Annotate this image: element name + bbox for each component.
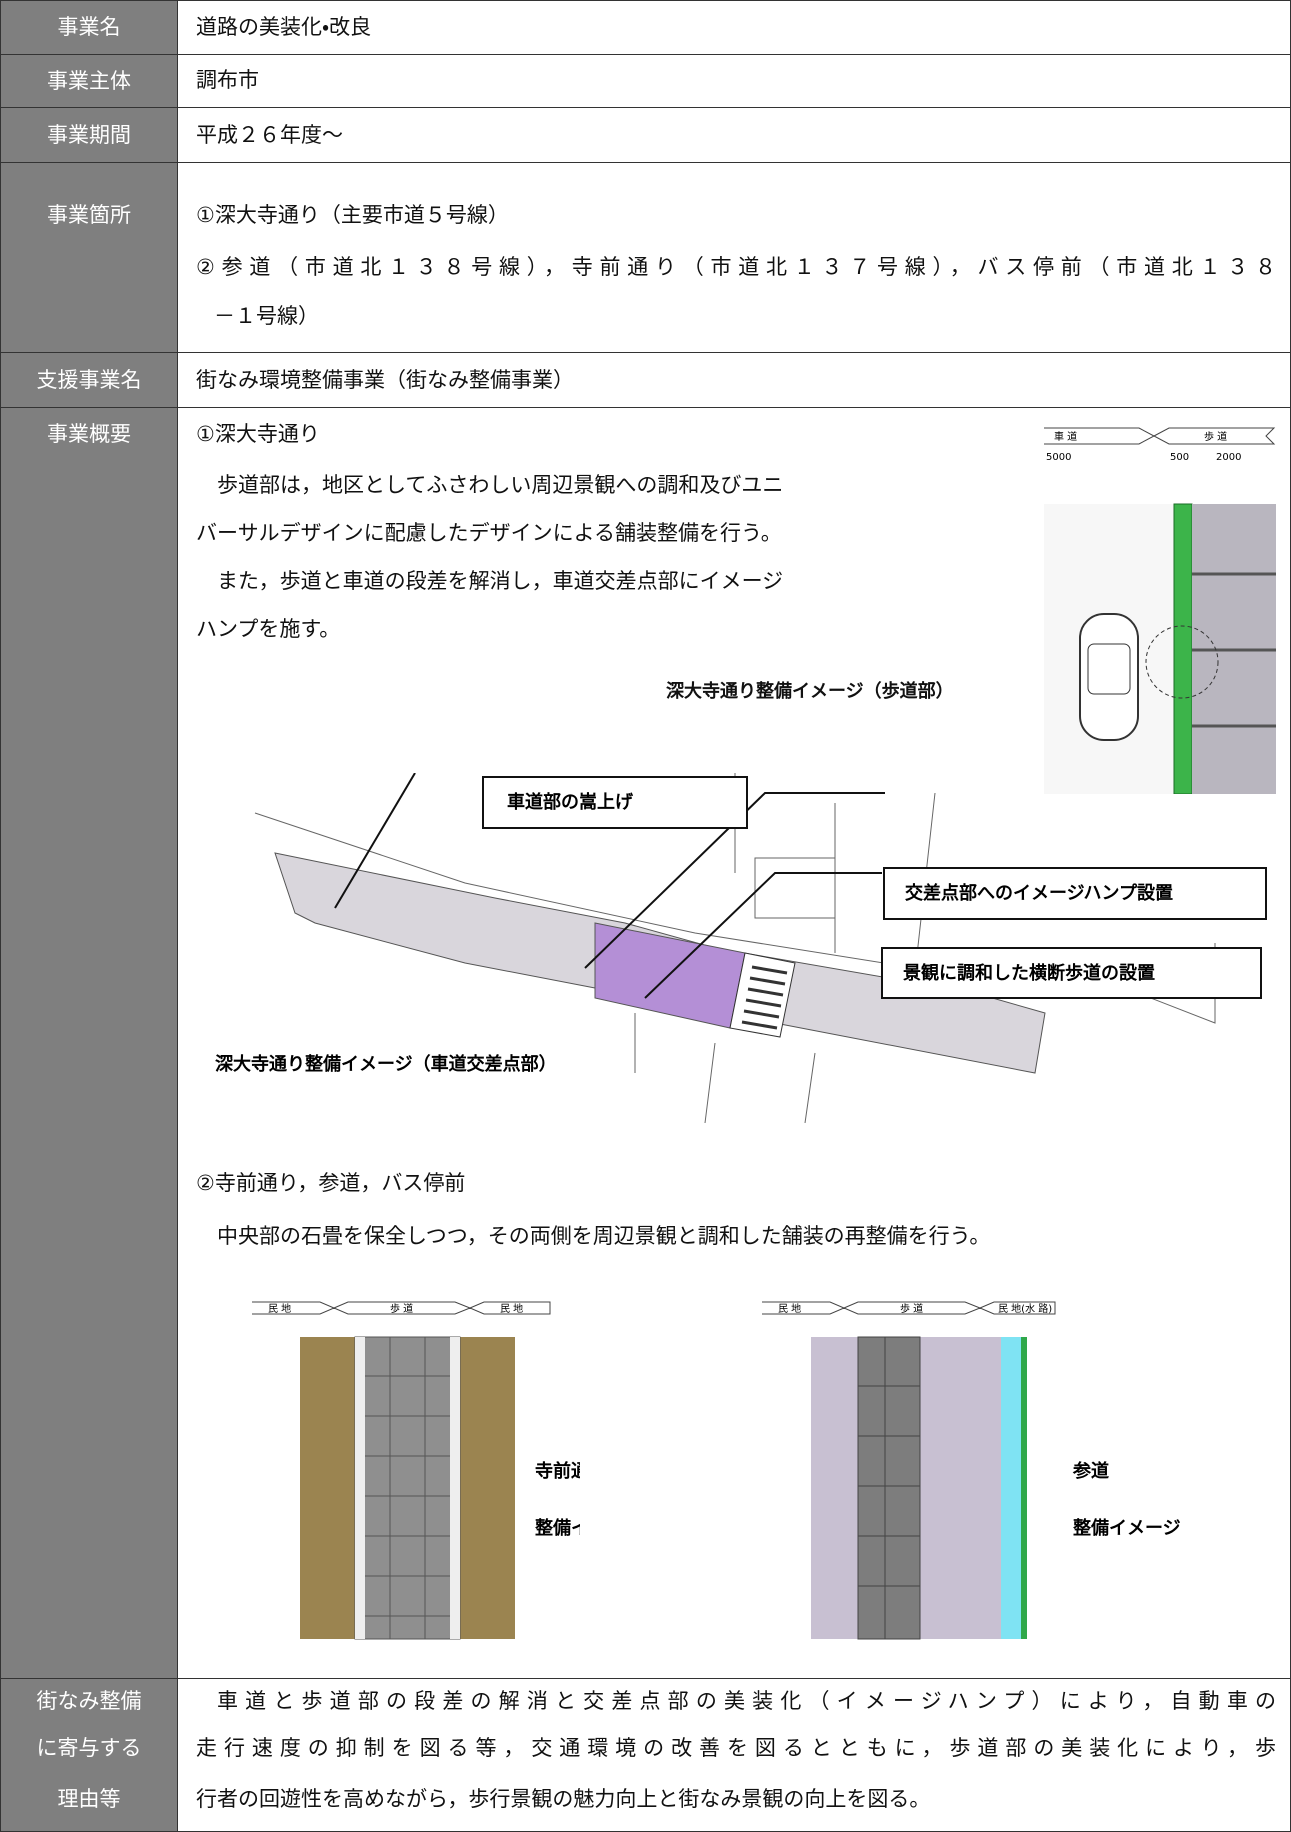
figure-label: 500	[1170, 452, 1189, 463]
label: 街なみ整備	[36, 1689, 142, 1713]
stone-paving	[354, 1336, 461, 1640]
label-cell: 支援事業名	[1, 352, 177, 407]
heading: ②寺前通り，参道，バス停前	[196, 1171, 466, 1195]
stone-joint	[858, 1337, 920, 1639]
heading: ①深大寺通り	[196, 422, 320, 446]
stone-paving	[857, 1336, 921, 1640]
label: 事業主体	[47, 69, 131, 93]
figure-header	[252, 1301, 551, 1315]
label: 理由等	[57, 1787, 121, 1811]
figure-label: 2000	[1216, 452, 1241, 463]
callout-box	[881, 947, 1262, 999]
sando-figure: 民 地 歩 道 民 地(水 路) 参道 整備イメージ	[762, 1301, 1181, 1640]
figure-label: 民 地	[268, 1302, 291, 1315]
label: 支援事業名	[36, 368, 142, 392]
car	[1079, 613, 1139, 741]
figure-label: 5000	[1046, 452, 1071, 463]
figure-label: 歩 道	[1204, 430, 1227, 443]
cell-text: 平成２６年度～	[196, 123, 343, 147]
cell-text: 調布市	[196, 68, 259, 92]
label-cell: 事業主体	[1, 54, 177, 107]
label: 事業概要	[47, 422, 131, 446]
paving-joint	[1192, 572, 1276, 728]
sidewalk-figure: 車 道 歩 道 5000 500 2000	[1044, 427, 1276, 794]
callout: 交差点部へのイメージハンプ設置	[905, 882, 1173, 904]
figure-label: 民 地	[500, 1302, 523, 1315]
cell-text: 行者の回遊性を高めながら，歩行景観の魅力向上と街なみ景観の向上を図る。	[196, 1787, 931, 1811]
caption: 整備イメージ	[535, 1517, 580, 1539]
cell-text: －１号線）	[214, 304, 319, 328]
label: 事業箇所	[47, 203, 131, 227]
paragraph-line: また，歩道と車道の段差を解消し，車道交差点部にイメージ	[217, 569, 784, 593]
cell-text: 街なみ環境整備事業（街なみ整備事業）	[196, 368, 574, 392]
label-cell: 街なみ整備 に寄与する 理由等	[1, 1678, 177, 1832]
leader-line	[644, 872, 882, 999]
figure-header	[762, 1301, 1056, 1315]
callout: 景観に調和した横断歩道の設置	[903, 962, 1155, 984]
crosswalk-stripe	[741, 965, 788, 1030]
edge	[450, 1337, 460, 1639]
border	[0, 0, 1291, 1]
cell-text: 車道と歩道部の段差の解消と交差点部の美装化（イメージハンプ）により，自動車の	[217, 1689, 1276, 1713]
edge	[355, 1337, 365, 1639]
figure-label: 民 地	[778, 1302, 801, 1315]
caption: 参道	[1072, 1460, 1109, 1482]
paragraph-line: 歩道部は，地区としてふさわしい周辺景観への調和及びユニ	[217, 473, 784, 497]
teramae-figure: 民 地 歩 道 民 地 寺前通り 整備イメージ	[252, 1301, 580, 1640]
callout: 車道部の嵩上げ	[507, 791, 634, 813]
car-window	[1087, 643, 1131, 695]
figure-header	[1044, 427, 1276, 445]
border	[0, 352, 1291, 353]
stone-joint	[355, 1337, 460, 1639]
caption: 深大寺通り整備イメージ（歩道部）	[666, 681, 954, 702]
image-hump	[594, 922, 746, 1029]
green-edge	[1021, 1337, 1027, 1639]
caption: 整備イメージ	[1073, 1517, 1181, 1539]
leader-line	[334, 773, 416, 909]
caption: 深大寺通り整備イメージ（車道交差点部）	[215, 1053, 557, 1075]
figure-label: 車 道	[1054, 430, 1077, 443]
border	[0, 1678, 1291, 1679]
water-channel	[1001, 1337, 1021, 1639]
label-cell: 事業期間	[1, 107, 177, 162]
leader-line	[584, 792, 885, 969]
intersection-figure: 車道部の嵩上げ 交差点部へのイメージハンプ設置 景観に調和した横断歩道の設置 深…	[215, 773, 1267, 1123]
border	[0, 54, 1291, 55]
green-strip	[1173, 503, 1193, 794]
paragraph-line: ハンプを施す。	[196, 617, 341, 641]
cell-text: ①深大寺通り（主要市道５号線）	[196, 203, 509, 227]
cell-text: 道路の美装化・改良	[196, 15, 372, 39]
border	[177, 0, 178, 1832]
callout-box	[482, 776, 748, 829]
figure-label: 歩 道	[900, 1302, 923, 1315]
label-cell: 事業概要	[1, 407, 177, 1678]
label-cell: 事業箇所	[1, 162, 177, 352]
border	[0, 0, 1, 1832]
figure-label: 民 地(水 路)	[998, 1302, 1052, 1315]
caption: 寺前通り	[535, 1460, 580, 1482]
cell-text: 走行速度の抑制を図る等，交通環境の改善を図るとともに，歩道部の美装化により，歩	[196, 1736, 1276, 1760]
callout-box	[883, 867, 1267, 920]
border	[0, 407, 1291, 408]
paragraph-line: 中央部の石畳を保全しつつ，その両側を周辺景観と調和した舗装の再整備を行う。	[217, 1224, 991, 1248]
label-cell: 事業名	[1, 0, 177, 54]
label: 事業名	[57, 15, 121, 39]
border	[0, 162, 1291, 163]
building	[754, 857, 836, 919]
label: に寄与する	[36, 1736, 142, 1760]
border	[0, 107, 1291, 108]
paragraph-line: バーサルデザインに配慮したデザインによる舗装整備を行う。	[196, 521, 782, 545]
figure-label: 歩 道	[390, 1302, 413, 1315]
detail-circle	[1145, 625, 1219, 699]
cell-text: ②参道（市道北１３８号線），寺前通り（市道北１３７号線），バス停前（市道北１３８	[196, 255, 1276, 279]
label: 事業期間	[47, 123, 131, 147]
